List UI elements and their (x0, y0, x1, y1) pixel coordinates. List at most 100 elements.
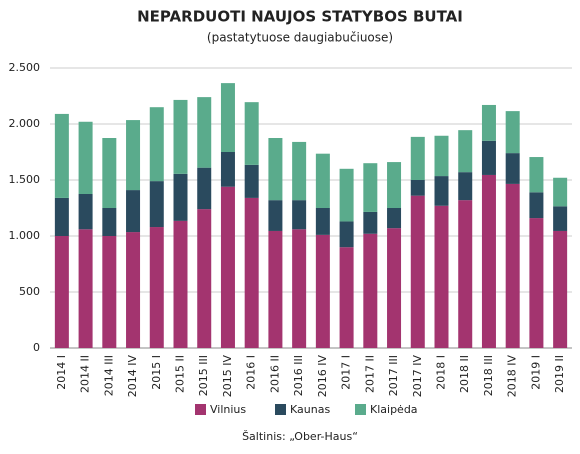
bar-segment (505, 111, 520, 154)
x-tick-label: 2015 I (150, 355, 163, 390)
bar-segment (292, 141, 307, 201)
bar-segment (126, 232, 141, 348)
bar-segment (387, 162, 402, 208)
bar-segment (410, 180, 425, 196)
bar-segment (244, 197, 259, 348)
bar-segment (363, 211, 378, 234)
source: Šaltinis: „Ober-Haus“ (242, 430, 358, 443)
bar-segment (529, 192, 544, 219)
bar-segment (149, 107, 164, 182)
y-tick-label: 2.500 (9, 61, 41, 74)
legend-swatch (195, 404, 206, 415)
bar-segment (292, 200, 307, 230)
bar-segment (315, 208, 330, 235)
legend-label: Vilnius (210, 403, 246, 416)
bar-segment (434, 176, 449, 206)
legend-label: Kaunas (290, 403, 330, 416)
bar-segment (505, 183, 520, 348)
y-tick-label: 0 (33, 341, 40, 354)
bar-segment (529, 157, 544, 193)
bar-segment (553, 177, 568, 207)
bar-segment (244, 102, 259, 165)
bar-segment (220, 186, 235, 348)
bar-segment (78, 121, 93, 194)
bar-segment (410, 195, 425, 348)
x-tick-label: 2015 II (174, 355, 187, 393)
bar-segment (529, 218, 544, 348)
legend-label: Klaipėda (370, 403, 418, 416)
bar-segment (126, 190, 141, 233)
x-tick-label: 2014 III (102, 355, 115, 396)
bar-segment (197, 167, 212, 210)
x-tick-label: 2016 I (245, 355, 258, 390)
bar-segment (481, 140, 496, 175)
y-tick-label: 1.500 (9, 173, 41, 186)
x-tick-label: 2015 IV (221, 355, 234, 398)
x-tick-label: 2016 IV (316, 355, 329, 398)
x-tick-label: 2014 II (79, 355, 92, 393)
bar-segment (434, 205, 449, 348)
bar-segment (339, 168, 354, 222)
bar-segment (54, 197, 69, 236)
bar-segment (363, 163, 378, 212)
bar-segment (315, 234, 330, 348)
bar-segment (553, 230, 568, 348)
chart-title: NEPARDUOTI NAUJOS STATYBOS BUTAI (137, 8, 463, 26)
bar-segment (149, 181, 164, 228)
bar-segment (126, 120, 141, 191)
bar-segment (102, 208, 117, 236)
bar-segment (387, 228, 402, 348)
bar-segment (244, 164, 259, 198)
x-tick-label: 2017 IV (411, 355, 424, 398)
bar-segment (292, 229, 307, 348)
bar-segment (220, 152, 235, 187)
bar-segment (458, 200, 473, 348)
x-tick-label: 2015 III (197, 355, 210, 396)
bar-segment (410, 136, 425, 180)
bar-segment (54, 236, 69, 348)
bar-segment (505, 153, 520, 184)
bar-segment (149, 227, 164, 348)
x-tick-label: 2014 IV (126, 355, 139, 398)
x-tick-label: 2017 III (387, 355, 400, 396)
bar-segment (553, 206, 568, 231)
bar-segment (220, 83, 235, 152)
bar-segment (173, 99, 188, 174)
bar-segment (268, 230, 283, 348)
bar-segment (315, 153, 330, 208)
bar-segment (339, 247, 354, 348)
bar-segment (197, 209, 212, 348)
x-tick-label: 2014 I (55, 355, 68, 390)
x-tick-label: 2018 III (482, 355, 495, 396)
bar-segment (78, 194, 93, 230)
x-tick-label: 2018 II (458, 355, 471, 393)
bar-segment (363, 233, 378, 348)
y-tick-label: 500 (19, 285, 40, 298)
legend-swatch (275, 404, 286, 415)
legend-swatch (355, 404, 366, 415)
x-tick-label: 2017 I (340, 355, 353, 390)
bar-segment (102, 236, 117, 348)
bar-segment (78, 229, 93, 348)
x-tick-label: 2016 II (268, 355, 281, 393)
bar-segment (197, 97, 212, 168)
bar-segment (173, 173, 188, 221)
x-tick-label: 2019 I (529, 355, 542, 390)
y-tick-label: 2.000 (9, 117, 41, 130)
y-tick-label: 1.000 (9, 229, 41, 242)
bar-segment (434, 135, 449, 177)
x-tick-label: 2018 I (435, 355, 448, 390)
chart-subtitle: (pastatytuose daugiabučiuose) (207, 31, 393, 45)
bar-segment (481, 104, 496, 141)
bar-segment (387, 208, 402, 229)
x-tick-label: 2017 II (363, 355, 376, 393)
bar-segment (268, 138, 283, 201)
x-tick-label: 2016 III (292, 355, 305, 396)
x-tick-label: 2018 IV (506, 355, 519, 398)
bar-segment (54, 113, 69, 198)
bar-segment (173, 220, 188, 348)
bar-segment (458, 130, 473, 173)
x-tick-label: 2019 II (553, 355, 566, 393)
bar-segment (458, 172, 473, 201)
